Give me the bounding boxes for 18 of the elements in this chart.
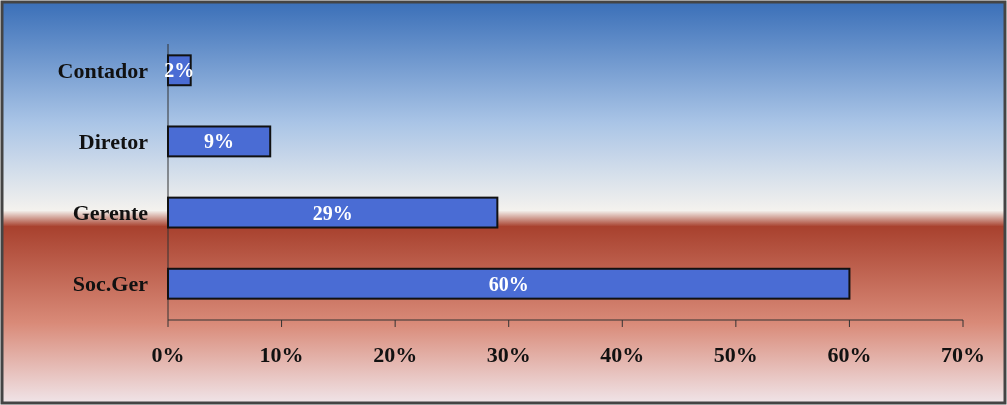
x-tick-label: 30% bbox=[486, 342, 531, 367]
data-label: 9% bbox=[204, 130, 235, 153]
bar bbox=[167, 267, 851, 300]
y-tick-label: Contador bbox=[57, 57, 149, 83]
bar bbox=[167, 196, 499, 229]
y-tick-label: Gerente bbox=[72, 200, 149, 226]
x-tick-label: 50% bbox=[713, 342, 758, 367]
x-tick-label: 20% bbox=[373, 342, 418, 367]
x-tick-label: 40% bbox=[600, 342, 645, 367]
y-tick-label: Diretor bbox=[78, 129, 149, 155]
y-tick-label: Soc.Ger bbox=[72, 271, 149, 297]
bar bbox=[167, 125, 272, 158]
x-tick-label: 0% bbox=[151, 342, 185, 367]
x-tick-label: 10% bbox=[259, 342, 304, 367]
x-tick-label: 60% bbox=[827, 342, 872, 367]
data-label: 60% bbox=[488, 272, 529, 295]
data-label: 29% bbox=[312, 201, 353, 224]
x-tick-label: 70% bbox=[941, 342, 985, 367]
